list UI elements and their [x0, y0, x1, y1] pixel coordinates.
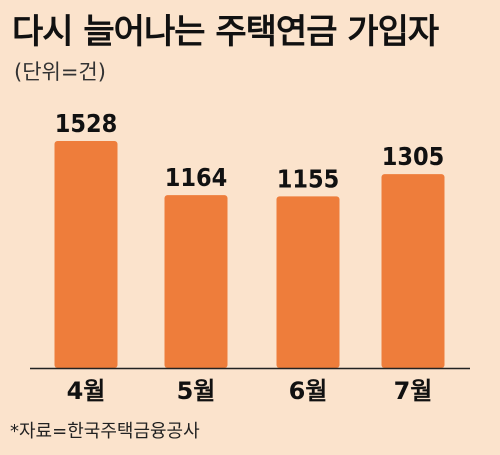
- unit-label: (단위=건): [14, 60, 106, 84]
- data-label-1: 1528: [55, 109, 118, 138]
- bar-1: [54, 141, 118, 368]
- data-label-2: 1164: [165, 163, 228, 192]
- x-tick-label-4: 7월: [394, 377, 433, 405]
- bar-3: [276, 196, 340, 368]
- source-note: *자료=한국주택금융공사: [10, 421, 200, 442]
- bar-2: [164, 195, 228, 368]
- chart-title: 다시 늘어나는 주택연금 가입자: [12, 12, 439, 52]
- bar-4: [381, 174, 445, 368]
- x-tick-label-3: 6월: [289, 377, 328, 405]
- x-tick-label-1: 4월: [67, 377, 106, 405]
- data-label-4: 1305: [382, 142, 445, 171]
- x-tick-label-2: 5월: [177, 377, 216, 405]
- data-label-3: 1155: [277, 164, 340, 193]
